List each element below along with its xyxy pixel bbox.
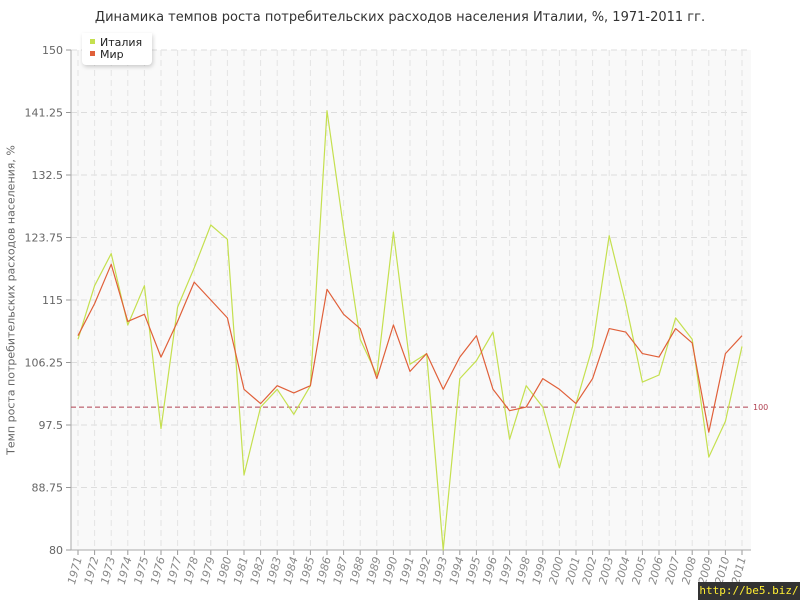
y-tick-label: 106.25: [25, 357, 64, 370]
y-tick-label: 141.25: [25, 107, 64, 120]
chart-title: Динамика темпов роста потребительских ра…: [94, 10, 706, 25]
y-tick-label: 123.75: [25, 232, 64, 245]
y-tick-labels: 80 88.75 97.5 106.25 115 123.75 132.5 141.25 150: [25, 44, 64, 557]
y-tick-label: 80: [49, 544, 63, 557]
axes: [70, 50, 751, 551]
y-tick-label: 88.75: [32, 482, 64, 495]
series-lines: [77, 110, 743, 551]
y-tick-label: 150: [42, 44, 63, 57]
x-tick-labels: 1971197219731974197519761977197819791980…: [65, 555, 749, 585]
series-italy-line: [77, 110, 743, 551]
watermark-link[interactable]: http://be5.biz/: [698, 582, 800, 600]
legend-item-italy[interactable]: Италия: [90, 36, 142, 50]
legend: Италия Мир: [82, 33, 152, 65]
y-tick-label: 97.5: [39, 419, 64, 432]
legend-label-italy: Италия: [100, 36, 143, 49]
y-tick-label: 132.5: [32, 169, 64, 182]
series-world-line: [77, 263, 743, 433]
reference-line-label: 100: [753, 403, 768, 412]
legend-marker-world: [90, 51, 95, 56]
reference-line-group: 100: [71, 403, 768, 412]
legend-item-world[interactable]: Мир: [90, 48, 124, 62]
y-tick-label: 115: [42, 294, 63, 307]
legend-marker-italy: [90, 39, 95, 44]
legend-label-world: Мир: [100, 48, 124, 61]
